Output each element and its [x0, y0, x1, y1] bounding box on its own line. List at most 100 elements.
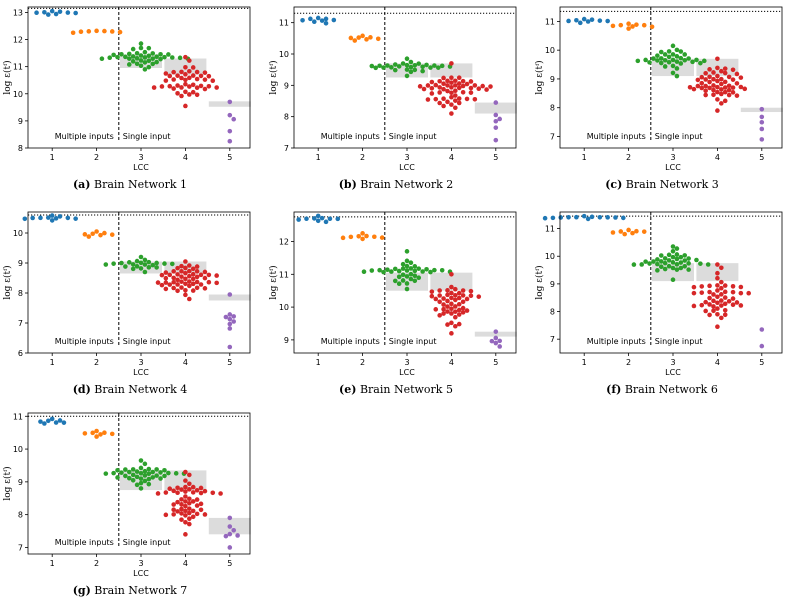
- data-point-lcc-3: [146, 53, 152, 59]
- data-point-lcc-4: [183, 499, 188, 504]
- data-point-lcc-3: [396, 281, 402, 287]
- data-point-lcc-4: [449, 272, 454, 277]
- data-point-lcc-4: [707, 74, 712, 80]
- data-point-lcc-2: [94, 28, 99, 34]
- data-point-lcc-5: [227, 515, 233, 521]
- data-point-lcc-4: [175, 288, 180, 294]
- data-point-lcc-3: [119, 51, 124, 57]
- data-point-lcc-1: [319, 215, 325, 221]
- data-point-lcc-3: [154, 59, 159, 65]
- data-point-lcc-4: [183, 292, 188, 298]
- x-tick-label: 5: [227, 358, 232, 367]
- data-point-lcc-4: [183, 81, 188, 87]
- data-point-lcc-3: [404, 258, 410, 264]
- data-point-lcc-3: [686, 56, 691, 61]
- data-point-lcc-3: [138, 58, 144, 63]
- annotation-single-input: Single input: [389, 337, 437, 346]
- data-point-lcc-4: [175, 277, 180, 283]
- data-point-lcc-4: [464, 308, 470, 313]
- data-point-lcc-3: [404, 263, 410, 269]
- data-point-lcc-4: [719, 292, 724, 297]
- data-point-lcc-3: [666, 49, 672, 54]
- data-point-lcc-3: [146, 58, 152, 63]
- data-point-lcc-4: [468, 85, 474, 91]
- data-point-lcc-4: [707, 312, 712, 318]
- data-point-lcc-4: [198, 501, 204, 507]
- data-point-lcc-2: [364, 233, 369, 239]
- data-point-lcc-3: [130, 54, 136, 59]
- data-point-lcc-1: [53, 11, 59, 17]
- data-point-lcc-4: [429, 91, 435, 96]
- x-axis-label: LCC: [133, 368, 149, 377]
- data-point-lcc-3: [424, 62, 429, 68]
- data-point-lcc-3: [674, 47, 680, 53]
- caption-letter: (d): [72, 383, 91, 396]
- data-point-lcc-4: [464, 81, 470, 87]
- data-point-lcc-4: [187, 263, 192, 268]
- data-point-lcc-4: [198, 272, 204, 278]
- data-point-lcc-4: [187, 296, 192, 302]
- data-point-lcc-4: [187, 510, 192, 516]
- data-point-lcc-4: [445, 78, 450, 84]
- data-point-lcc-3: [666, 263, 672, 269]
- data-point-lcc-1: [38, 419, 43, 424]
- y-axis-label: log ε(tᶠ): [2, 265, 13, 299]
- data-point-lcc-3: [404, 67, 410, 72]
- data-point-lcc-4: [734, 300, 740, 305]
- x-axis-label: LCC: [133, 163, 149, 172]
- data-point-lcc-3: [678, 61, 684, 66]
- chart-plot: 6 7 8 9 10 1 2 3 4 5 LCC log ε(tᶠ) Multiple inputs Si…: [2, 211, 251, 377]
- data-point-lcc-2: [618, 229, 624, 234]
- chart-caption: (c) Brain Network 3: [532, 178, 792, 191]
- data-point-lcc-4: [453, 314, 458, 320]
- data-point-lcc-5: [231, 319, 237, 324]
- data-point-lcc-3: [674, 66, 680, 71]
- data-point-lcc-3: [377, 63, 382, 69]
- data-point-lcc-4: [187, 496, 192, 502]
- data-point-lcc-5: [227, 316, 233, 322]
- data-point-lcc-3: [385, 267, 390, 273]
- data-point-lcc-4: [425, 83, 431, 88]
- data-point-lcc-4: [155, 280, 161, 285]
- data-point-lcc-3: [435, 65, 441, 70]
- data-point-lcc-1: [315, 218, 321, 224]
- threshold-band: [208, 294, 251, 301]
- x-tick-label: 4: [715, 153, 720, 162]
- data-point-lcc-5: [227, 312, 233, 317]
- data-point-lcc-5: [759, 343, 765, 349]
- data-point-lcc-3: [119, 260, 124, 266]
- data-point-lcc-4: [175, 499, 180, 505]
- plot-frame: [559, 6, 783, 149]
- x-axis-label: LCC: [399, 368, 415, 377]
- data-point-lcc-4: [445, 292, 450, 298]
- data-point-lcc-4: [171, 512, 176, 517]
- data-point-lcc-3: [658, 56, 664, 61]
- data-point-lcc-4: [453, 297, 458, 303]
- chart-caption: (a) Brain Network 1: [0, 178, 260, 191]
- data-point-lcc-4: [449, 85, 454, 90]
- data-point-lcc-3: [655, 261, 660, 267]
- data-point-lcc-2: [78, 29, 84, 35]
- data-point-lcc-3: [658, 49, 664, 55]
- data-point-lcc-3: [142, 55, 148, 60]
- y-tick-label: 9: [18, 117, 23, 126]
- data-point-lcc-4: [194, 269, 200, 274]
- caption-title: Brain Network 7: [94, 584, 188, 597]
- data-point-lcc-4: [437, 313, 442, 318]
- data-point-lcc-4: [441, 75, 446, 81]
- data-point-lcc-3: [142, 49, 148, 55]
- data-point-lcc-4: [734, 71, 740, 77]
- data-point-lcc-4: [171, 285, 176, 291]
- data-point-lcc-4: [171, 275, 176, 281]
- data-point-lcc-4: [460, 305, 466, 311]
- annotation-single-input: Single input: [123, 132, 171, 141]
- data-point-lcc-4: [456, 85, 462, 91]
- data-point-lcc-1: [566, 214, 571, 220]
- annotation-multiple-inputs: Multiple inputs: [55, 337, 114, 346]
- data-point-lcc-3: [150, 56, 156, 61]
- caption-letter: (c): [605, 178, 623, 191]
- data-point-lcc-4: [711, 292, 716, 297]
- data-point-lcc-2: [86, 234, 92, 239]
- data-point-lcc-4: [194, 279, 200, 285]
- data-point-lcc-3: [631, 262, 637, 267]
